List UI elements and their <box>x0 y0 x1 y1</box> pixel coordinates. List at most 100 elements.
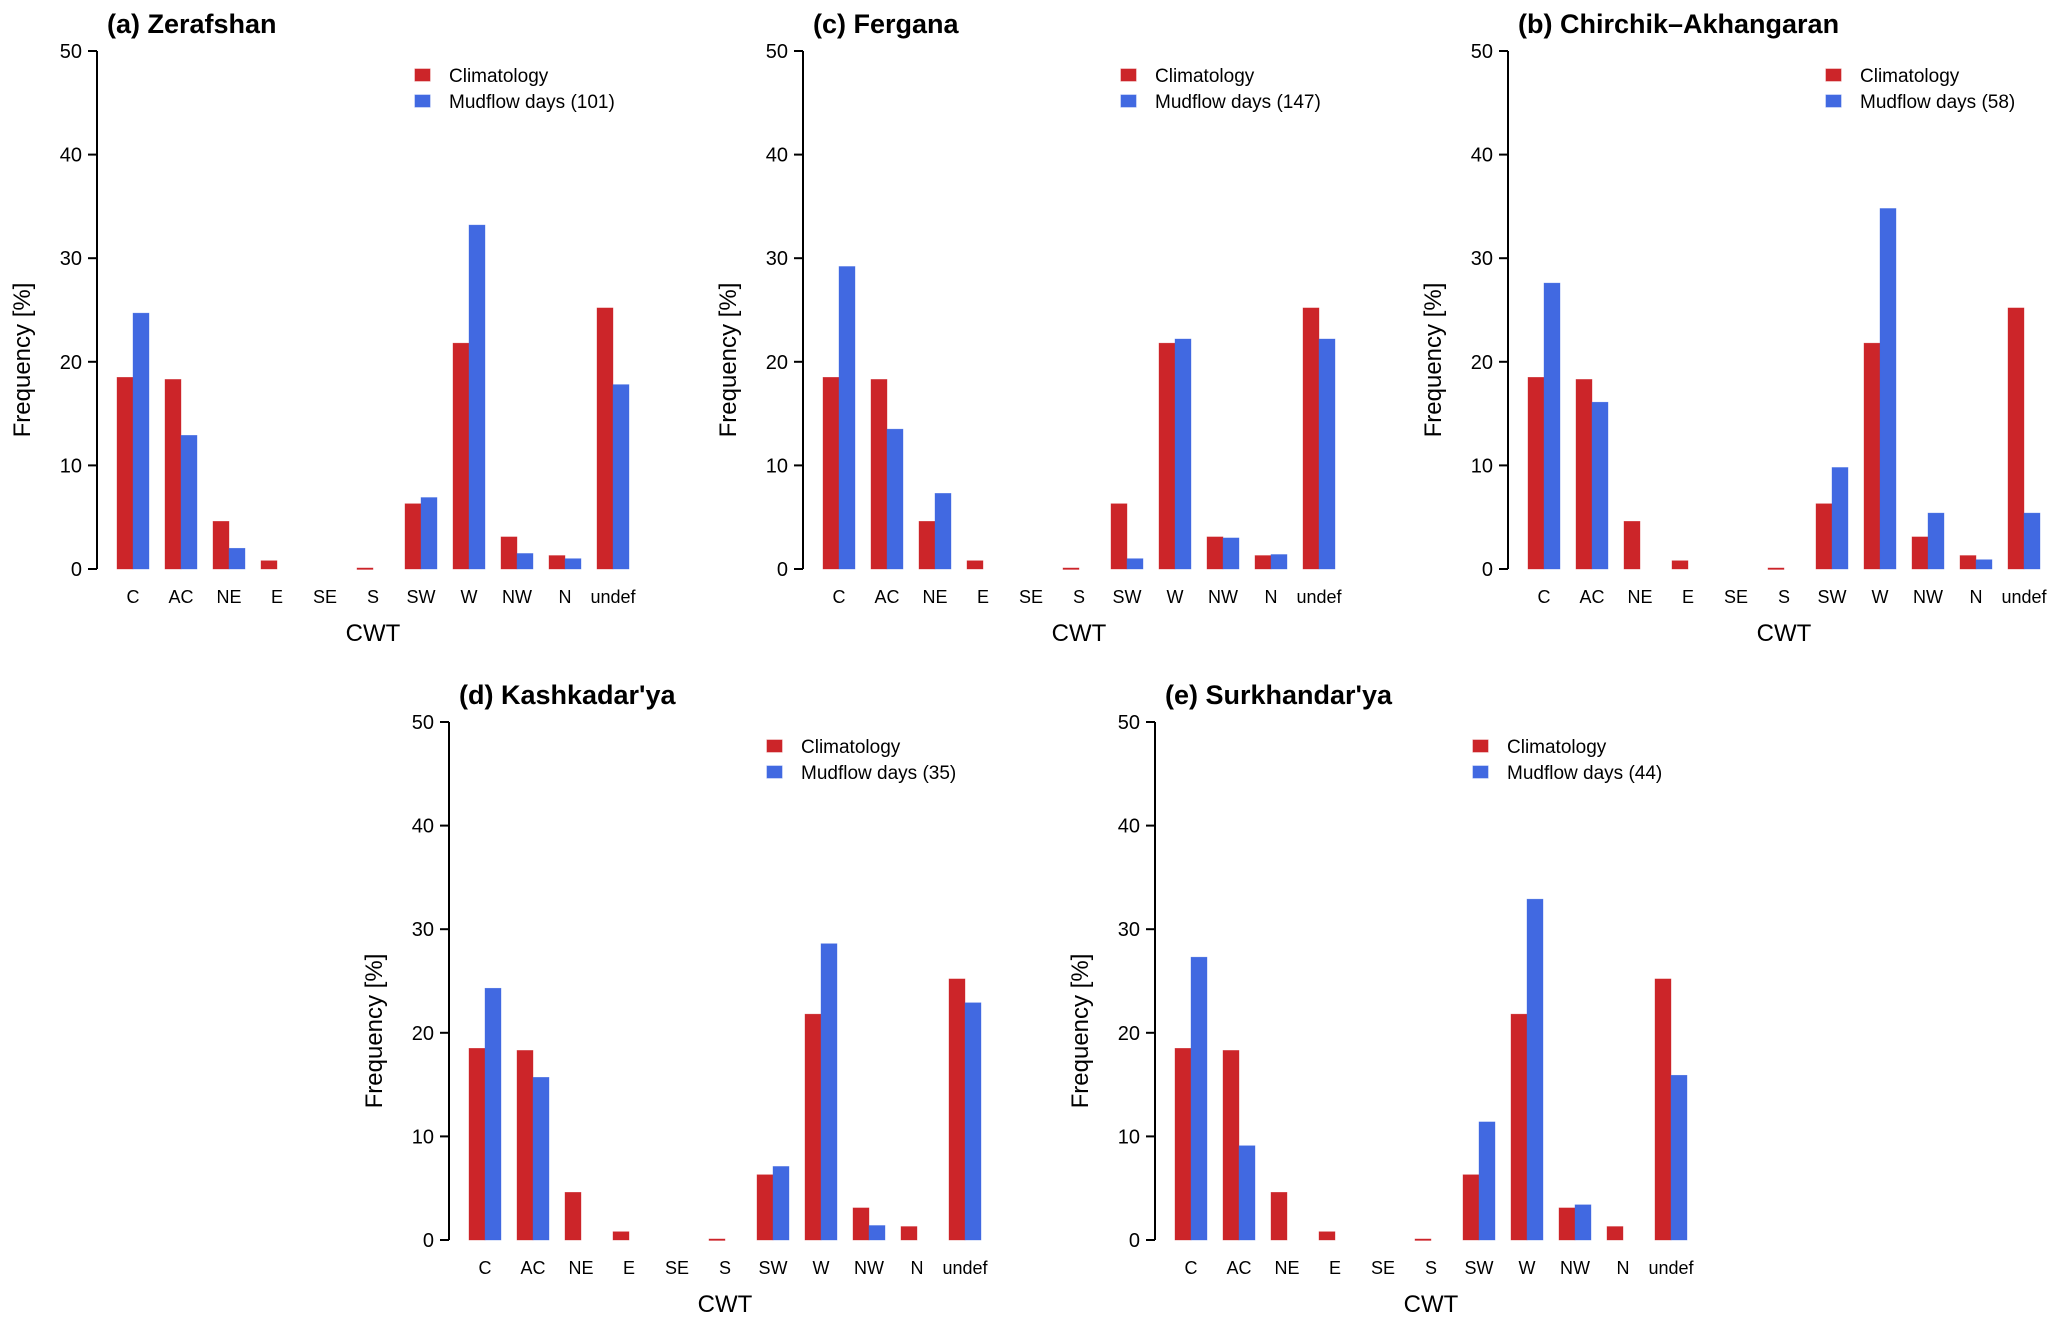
bar-mudflow-AC <box>532 1077 550 1241</box>
bar-climatology-W <box>1510 1013 1528 1241</box>
x-tick-label: SE <box>665 1258 689 1278</box>
legend-label-climatology: Climatology <box>1860 66 1960 87</box>
legend-swatch-climatology <box>766 739 783 753</box>
x-tick-label: AC <box>168 587 193 607</box>
bar-climatology-C <box>116 377 134 570</box>
x-tick-label: W <box>1519 1258 1536 1278</box>
y-tick-label: 30 <box>1471 248 1493 270</box>
bar-climatology-N <box>1254 555 1272 570</box>
x-tick-label: AC <box>1226 1258 1251 1278</box>
x-tick-label: NW <box>1560 1258 1590 1278</box>
x-tick-label: NW <box>1913 587 1943 607</box>
bar-mudflow-NE <box>934 493 952 570</box>
legend-swatch-mudflow <box>1120 94 1137 108</box>
bar-mudflow-C <box>838 266 856 570</box>
legend-label-mudflow: Mudflow days (44) <box>1507 763 1662 784</box>
bar-climatology-NW <box>1206 536 1224 570</box>
x-tick-label: C <box>1538 587 1551 607</box>
bar-climatology-NE <box>212 521 230 570</box>
legend-label-mudflow: Mudflow days (101) <box>449 92 615 113</box>
x-tick-label: undef <box>2001 587 2047 607</box>
x-tick-label: NW <box>854 1258 884 1278</box>
bar-mudflow-N <box>1270 554 1288 570</box>
y-tick-label: 10 <box>766 455 788 477</box>
y-tick-label: 20 <box>1118 1023 1140 1045</box>
panel-e: (e) Surkhandar'ya 0 10 20 30 40 50 Frequency [%… <box>1067 680 1695 1318</box>
bar-climatology-N <box>1606 1226 1624 1241</box>
x-axis-title: CWT <box>1052 620 1107 647</box>
x-axis-title: CWT <box>1757 620 1812 647</box>
x-tick-label: SW <box>1465 1258 1494 1278</box>
legend: Climatology Mudflow days (58) <box>1825 66 2015 113</box>
bar-mudflow-SW <box>1478 1121 1496 1241</box>
y-tick-label: 20 <box>60 352 82 374</box>
bar-mudflow-N <box>564 558 582 570</box>
y-tick-label: 20 <box>766 352 788 374</box>
bar-mudflow-undef <box>1670 1074 1688 1241</box>
x-tick-label: NW <box>502 587 532 607</box>
bar-mudflow-SW <box>1126 558 1144 570</box>
y-axis-title: Frequency [%] <box>1420 283 1447 438</box>
y-tick-label: 40 <box>412 816 434 838</box>
bar-mudflow-undef <box>612 384 630 570</box>
x-tick-label: E <box>977 587 989 607</box>
y-tick-label: 40 <box>766 145 788 167</box>
panel-title: (a) Zerafshan <box>107 9 277 39</box>
bar-climatology-S <box>1414 1238 1432 1241</box>
bar-climatology-N <box>900 1226 918 1241</box>
x-tick-label: N <box>1265 587 1278 607</box>
bar-climatology-C <box>1174 1048 1192 1241</box>
panel-title: (b) Chirchik–Akhangaran <box>1518 9 1839 39</box>
bar-mudflow-undef <box>1318 338 1336 570</box>
bar-mudflow-NW <box>1927 512 1945 570</box>
y-tick-label: 0 <box>71 559 82 581</box>
bar-mudflow-SW <box>772 1166 790 1241</box>
y-tick-label: 10 <box>60 455 82 477</box>
legend-label-climatology: Climatology <box>801 737 901 758</box>
bar-climatology-NW <box>500 536 518 570</box>
x-tick-label: W <box>1872 587 1889 607</box>
bar-climatology-S <box>1767 567 1785 570</box>
bar-climatology-undef <box>2007 307 2025 570</box>
x-tick-label: SE <box>1371 1258 1395 1278</box>
x-tick-label: undef <box>590 587 636 607</box>
y-tick-label: 50 <box>412 712 434 734</box>
bar-mudflow-undef <box>2023 512 2041 570</box>
x-tick-label: C <box>833 587 846 607</box>
bar-climatology-E <box>1671 560 1689 570</box>
x-tick-label: NE <box>922 587 947 607</box>
y-tick-label: 40 <box>1118 816 1140 838</box>
x-tick-label: C <box>127 587 140 607</box>
bar-mudflow-NW <box>1222 537 1240 570</box>
bar-climatology-W <box>1158 342 1176 570</box>
y-tick-label: 40 <box>60 145 82 167</box>
bar-mudflow-NE <box>228 547 246 570</box>
x-tick-label: E <box>1682 587 1694 607</box>
bar-climatology-NE <box>918 521 936 570</box>
y-tick-label: 50 <box>766 41 788 63</box>
bar-mudflow-W <box>1526 898 1544 1241</box>
bar-mudflow-NW <box>868 1225 886 1241</box>
x-tick-label: NE <box>568 1258 593 1278</box>
x-tick-label: N <box>911 1258 924 1278</box>
bar-climatology-C <box>468 1048 486 1241</box>
y-tick-label: 0 <box>777 559 788 581</box>
y-tick-label: 40 <box>1471 145 1493 167</box>
x-axis-title: CWT <box>1404 1291 1459 1318</box>
legend: Climatology Mudflow days (35) <box>766 737 956 784</box>
legend-label-climatology: Climatology <box>1507 737 1607 758</box>
x-tick-label: S <box>1073 587 1085 607</box>
bar-climatology-E <box>966 560 984 570</box>
y-tick-label: 30 <box>60 248 82 270</box>
panel-b: (b) Chirchik–Akhangaran 0 10 20 30 40 50 Freque… <box>1420 9 2048 647</box>
bar-climatology-undef <box>596 307 614 570</box>
legend-swatch-climatology <box>1825 68 1842 82</box>
y-tick-label: 0 <box>1482 559 1493 581</box>
bar-mudflow-undef <box>964 1002 982 1241</box>
x-tick-label: W <box>1167 587 1184 607</box>
legend: Climatology Mudflow days (147) <box>1120 66 1321 113</box>
bar-climatology-AC <box>1575 379 1593 570</box>
bar-climatology-C <box>822 377 840 570</box>
x-tick-label: SE <box>1724 587 1748 607</box>
y-tick-label: 10 <box>1471 455 1493 477</box>
